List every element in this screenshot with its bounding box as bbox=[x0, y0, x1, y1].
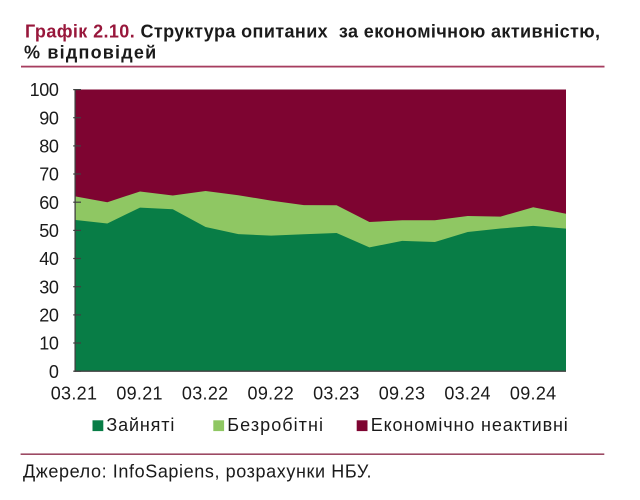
svg-text:50: 50 bbox=[39, 221, 59, 241]
svg-text:100: 100 bbox=[30, 80, 59, 100]
svg-text:Безробітні: Безробітні bbox=[227, 415, 324, 435]
svg-text:03.21: 03.21 bbox=[51, 384, 98, 404]
svg-text:Джерело: InfoSapiens, розрахун: Джерело: InfoSapiens, розрахунки НБУ. bbox=[23, 462, 372, 482]
svg-text:03.22: 03.22 bbox=[182, 384, 229, 404]
svg-text:0: 0 bbox=[49, 362, 59, 382]
svg-text:10: 10 bbox=[39, 334, 59, 354]
svg-text:09.22: 09.22 bbox=[248, 384, 295, 404]
svg-text:Зайняті: Зайняті bbox=[106, 415, 175, 435]
svg-text:% відповідей: % відповідей bbox=[24, 42, 157, 62]
svg-text:30: 30 bbox=[39, 277, 59, 297]
svg-text:09.24: 09.24 bbox=[510, 384, 557, 404]
svg-text:20: 20 bbox=[39, 306, 59, 326]
svg-text:03.23: 03.23 bbox=[313, 384, 360, 404]
svg-text:40: 40 bbox=[39, 249, 59, 269]
svg-text:Графік 2.10. Структура опитани: Графік 2.10. Структура опитаних за еконо… bbox=[25, 21, 600, 41]
svg-text:09.23: 09.23 bbox=[379, 384, 426, 404]
svg-text:90: 90 bbox=[39, 108, 59, 128]
svg-text:70: 70 bbox=[39, 165, 59, 185]
svg-text:03.24: 03.24 bbox=[444, 384, 491, 404]
svg-text:09.21: 09.21 bbox=[116, 384, 163, 404]
svg-text:60: 60 bbox=[39, 193, 59, 213]
svg-text:Економічно неактивні: Економічно неактивні bbox=[371, 415, 569, 435]
svg-text:80: 80 bbox=[39, 137, 59, 157]
